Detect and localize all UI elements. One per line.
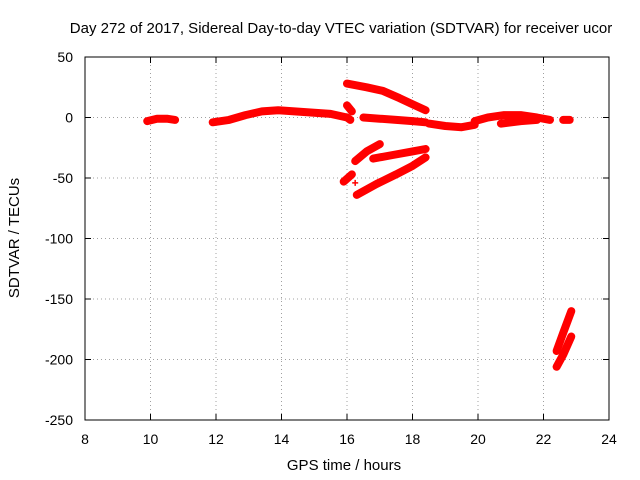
data-segment xyxy=(143,114,180,126)
x-tick-label: 20 xyxy=(470,431,486,447)
y-tick-label: 0 xyxy=(65,110,73,126)
data-series-s10 xyxy=(351,140,384,166)
y-tick-label: -50 xyxy=(53,170,73,186)
data-segment xyxy=(369,145,430,163)
y-tick-label: -100 xyxy=(45,231,73,247)
y-axis-title: SDTVAR / TECUs xyxy=(6,178,23,298)
data-segment xyxy=(496,115,541,128)
data-series-s15 xyxy=(552,307,576,355)
data-segment xyxy=(552,307,576,355)
data-segment xyxy=(552,332,576,371)
data-series-s16 xyxy=(552,332,576,371)
data-series-s1 xyxy=(143,114,180,126)
data-point xyxy=(352,179,359,186)
data-segment xyxy=(343,79,430,115)
data-series-s6 xyxy=(424,119,479,132)
data-segment xyxy=(343,101,356,116)
x-tick-label: 16 xyxy=(339,431,355,447)
y-tick-label: -150 xyxy=(45,291,73,307)
data-series-s2 xyxy=(208,106,355,127)
data-segment xyxy=(359,113,430,127)
x-tick-label: 24 xyxy=(601,431,617,447)
data-series-s8 xyxy=(496,115,541,128)
data-segment xyxy=(424,119,479,132)
tick-layer: 8 10 12 14 16 18 20 22 24 50 0 -50 -100 -150 -200 -250 xyxy=(45,49,617,447)
data-segment xyxy=(351,140,384,166)
data-segment xyxy=(208,106,355,127)
data-series-s11 xyxy=(369,145,430,163)
x-tick-label: 12 xyxy=(208,431,224,447)
data-series-s14 xyxy=(352,179,359,186)
data-series-s5 xyxy=(359,113,430,127)
data-series-s12 xyxy=(352,153,430,199)
data-layer xyxy=(143,79,576,371)
data-series-s4 xyxy=(343,79,430,115)
x-tick-label: 10 xyxy=(143,431,159,447)
x-axis-title: GPS time / hours xyxy=(287,457,401,474)
data-segment xyxy=(339,170,356,186)
data-series-s3 xyxy=(343,101,356,116)
x-tick-label: 14 xyxy=(274,431,290,447)
x-tick-label: 22 xyxy=(536,431,552,447)
data-series-s13 xyxy=(339,170,356,186)
data-segment xyxy=(352,153,430,199)
chart-title: Day 272 of 2017, Sidereal Day-to-day VTE… xyxy=(70,20,612,37)
x-tick-label: 18 xyxy=(405,431,421,447)
y-tick-label: -250 xyxy=(45,412,73,428)
y-tick-label: -200 xyxy=(45,352,73,368)
x-tick-label: 8 xyxy=(81,431,89,447)
y-tick-label: 50 xyxy=(57,49,73,65)
